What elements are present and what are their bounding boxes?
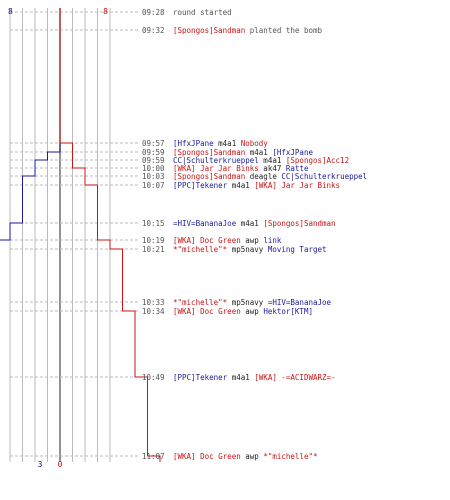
event-part: round started xyxy=(173,8,232,17)
event-part: mp5navy xyxy=(227,298,268,307)
event-part: ak47 xyxy=(259,164,286,173)
event-part: Ratte xyxy=(286,164,309,173)
event-message: [HfxJPane m4a1 Nobody xyxy=(173,139,268,148)
event-message: [WKA] Doc Green awp Hektor[KTM] xyxy=(173,307,313,316)
event-part: awp xyxy=(241,452,264,461)
event-message: [PPC]Tekener m4a1 [WKA] -=ACIDWARZ=- xyxy=(173,373,336,382)
event-message: [PPC]Tekener m4a1 [WKA] Jar Jar Binks xyxy=(173,181,340,190)
event-part: *"michelle"* xyxy=(173,298,227,307)
event-part: mp5navy xyxy=(227,245,268,254)
event-time: 10:19 xyxy=(142,236,165,245)
event-part: [Spongos]Sandman xyxy=(173,148,245,157)
event-part: [WKA] Doc Green xyxy=(173,452,241,461)
event-part: [PPC]Tekener xyxy=(173,373,228,382)
event-time: 09:57 xyxy=(142,139,165,148)
event-part: =HIV=BananaJoe xyxy=(268,298,332,307)
event-message: *"michelle"* mp5navy =HIV=BananaJoe xyxy=(173,298,332,307)
event-part: CC|Schulterkrueppel xyxy=(173,156,259,165)
event-part: m4a1 xyxy=(227,181,254,190)
event-part: *"michelle"* xyxy=(263,452,317,461)
event-time: 10:00 xyxy=(142,164,165,173)
team-a-end-count: 3 xyxy=(38,460,43,469)
event-part: [Spongos]Sandman xyxy=(263,219,335,228)
event-part: [Spongos]Acc12 xyxy=(286,156,349,165)
event-log: 09:28 round started 09:32 [Spongos]Sandman … xyxy=(142,8,367,461)
event-part: m4a1 xyxy=(214,139,241,148)
event-part: Moving Target xyxy=(268,245,327,254)
event-message: CC|Schulterkrueppel m4a1 [Spongos]Acc12 xyxy=(173,156,349,165)
team-b-start-count: 8 xyxy=(103,7,108,16)
event-part: *"michelle"* xyxy=(173,245,227,254)
event-part: m4a1 xyxy=(227,373,254,382)
event-part: [WKA] Jar Jar Binks xyxy=(254,181,340,190)
event-message: =HIV=BananaJoe m4a1 [Spongos]Sandman xyxy=(173,219,336,228)
chart-grid xyxy=(9,8,138,462)
event-part: Nobody xyxy=(241,139,269,148)
event-message: [WKA] Doc Green awp link xyxy=(173,236,282,245)
event-part: [WKA] Jar Jar Binks xyxy=(173,164,259,173)
event-part: [WKA] Doc Green xyxy=(173,236,241,245)
series-line-team-a xyxy=(0,8,61,241)
event-part: [HfxJPane xyxy=(173,139,214,148)
event-part: [HfxJPane xyxy=(272,148,313,157)
event-time: 11:07 xyxy=(142,452,165,461)
event-part: planted the bomb xyxy=(245,26,322,35)
event-part: m4a1 xyxy=(245,148,272,157)
event-part: m4a1 xyxy=(259,156,286,165)
event-time: 09:59 xyxy=(142,148,165,157)
event-message: [Spongos]Sandman planted the bomb xyxy=(173,26,322,35)
event-time: 10:07 xyxy=(142,181,165,190)
event-time: 10:49 xyxy=(142,373,165,382)
event-part: [WKA] -=ACIDWARZ=- xyxy=(254,373,335,382)
event-part: CC|Schulterkrueppel xyxy=(281,172,367,181)
event-time: 10:33 xyxy=(142,298,165,307)
event-part: deagle xyxy=(245,172,281,181)
event-time: 10:21 xyxy=(142,245,165,254)
event-time: 10:34 xyxy=(142,307,165,316)
event-message: [Spongos]Sandman m4a1 [HfxJPane xyxy=(173,148,313,157)
event-time: 10:15 xyxy=(142,219,165,228)
event-part: [PPC]Tekener xyxy=(173,181,228,190)
chart-series xyxy=(0,8,161,462)
event-part: awp xyxy=(241,236,264,245)
event-time: 09:59 xyxy=(142,156,165,165)
event-message: [WKA] Jar Jar Binks ak47 Ratte xyxy=(173,164,309,173)
event-part: =HIV=BananaJoe xyxy=(173,219,237,228)
event-part: m4a1 xyxy=(236,219,263,228)
event-time: 09:32 xyxy=(142,26,165,35)
event-part: link xyxy=(263,236,282,245)
event-part: [WKA] Doc Green xyxy=(173,307,241,316)
event-message: [Spongos]Sandman deagle CC|Schulterkruep… xyxy=(173,172,367,181)
event-part: [Spongos]Sandman xyxy=(173,26,245,35)
team-b-end-count: 0 xyxy=(58,460,63,469)
series-line-team-b xyxy=(59,8,161,462)
team-a-start-count: 8 xyxy=(8,7,13,16)
event-part: awp xyxy=(241,307,264,316)
event-part: Hektor[KTM] xyxy=(263,307,313,316)
event-message: [WKA] Doc Green awp *"michelle"* xyxy=(173,452,318,461)
event-time: 10:03 xyxy=(142,172,165,181)
event-message: round started xyxy=(173,8,232,17)
event-time: 09:28 xyxy=(142,8,165,17)
event-message: *"michelle"* mp5navy Moving Target xyxy=(173,245,327,254)
event-part: [Spongos]Sandman xyxy=(173,172,245,181)
